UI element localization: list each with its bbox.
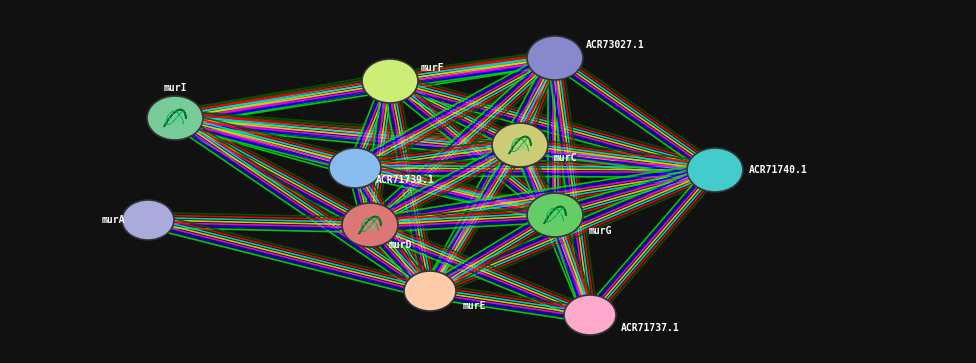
Text: murC: murC xyxy=(553,153,577,163)
Text: murF: murF xyxy=(421,63,444,73)
Text: ACR71740.1: ACR71740.1 xyxy=(749,165,807,175)
Ellipse shape xyxy=(147,96,203,140)
Text: ACR71739.1: ACR71739.1 xyxy=(376,175,434,185)
Text: ACR73027.1: ACR73027.1 xyxy=(586,40,644,50)
Text: murA: murA xyxy=(102,215,125,225)
Text: murI: murI xyxy=(163,83,186,93)
Text: murD: murD xyxy=(388,240,412,250)
Ellipse shape xyxy=(404,271,456,311)
Ellipse shape xyxy=(329,148,381,188)
Ellipse shape xyxy=(342,203,398,247)
Text: ACR71737.1: ACR71737.1 xyxy=(621,323,679,333)
Ellipse shape xyxy=(122,200,174,240)
Ellipse shape xyxy=(492,123,548,167)
Ellipse shape xyxy=(564,295,616,335)
Text: murG: murG xyxy=(589,226,612,236)
Ellipse shape xyxy=(362,59,418,103)
Text: murE: murE xyxy=(463,301,486,311)
Ellipse shape xyxy=(527,193,583,237)
Ellipse shape xyxy=(527,36,583,80)
Ellipse shape xyxy=(687,148,743,192)
